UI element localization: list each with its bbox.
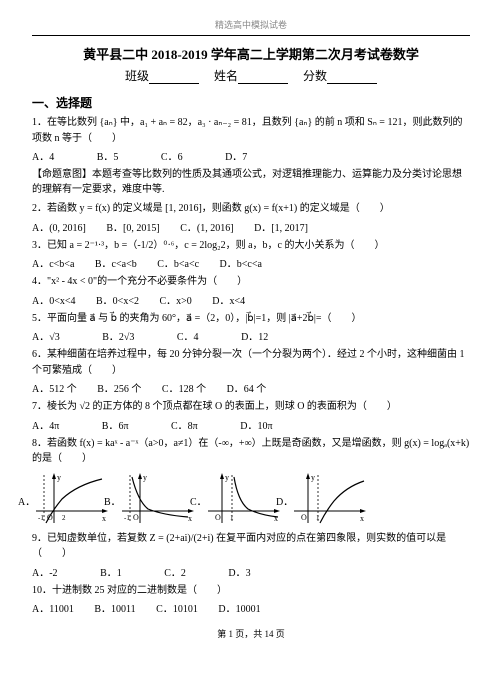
q8-a-label: A． xyxy=(18,493,35,508)
svg-text:O: O xyxy=(133,513,139,522)
q6-opts: A．512 个 B．256 个 C．128 个 D．64 个 xyxy=(32,380,470,395)
svg-text:y: y xyxy=(57,473,61,482)
q8-b-label: B． xyxy=(104,493,121,508)
q1-c: C．6 xyxy=(161,148,183,163)
class-label: 班级 xyxy=(125,69,149,83)
svg-text:x: x xyxy=(274,514,278,523)
q8-c-label: C． xyxy=(190,493,207,508)
q2-a: A．(0, 2016] xyxy=(32,219,86,234)
q5-d: D．12 xyxy=(241,328,268,343)
q6-a: A．512 个 xyxy=(32,380,77,395)
q10-text: 10．十进制数 25 对应的二进制数是（ ） xyxy=(32,583,470,599)
svg-text:y: y xyxy=(311,473,315,482)
q10-b: B．10011 xyxy=(94,600,135,615)
q10-a: A．11001 xyxy=(32,600,74,615)
svg-text:-1: -1 xyxy=(38,514,44,522)
q4-b: B．0<x<2 xyxy=(96,292,139,307)
svg-text:x: x xyxy=(102,514,106,523)
q4-opts: A．0<x<4 B．0<x<2 C．x>0 D．x<4 xyxy=(32,292,470,307)
q9-a: A．-2 xyxy=(32,564,58,579)
svg-text:O: O xyxy=(301,513,307,522)
q1-a: A．4 xyxy=(32,148,54,163)
q8-graph-b: B． y x O -1 xyxy=(118,471,198,527)
q6-c: C．128 个 xyxy=(162,380,206,395)
q5-opts: A．√3 B．2√3 C．4 D．12 xyxy=(32,328,470,343)
q7-c: C．8π xyxy=(171,417,198,432)
top-rule xyxy=(32,35,470,36)
watermark: 精选高中模拟试卷 xyxy=(32,18,470,31)
svg-text:y: y xyxy=(225,473,229,482)
q8-graphs: A． y x O -1 2 B． y xyxy=(32,471,470,527)
q6-b: B．256 个 xyxy=(97,380,141,395)
q7-d: D．10π xyxy=(240,417,272,432)
page-footer: 第 1 页，共 14 页 xyxy=(32,627,470,640)
svg-text:2: 2 xyxy=(62,514,66,522)
q8-text: 8．若函数 f(x) = kaˣ - a⁻ˣ（a>0，a≠1）在（-∞，+∞）上… xyxy=(32,436,470,467)
class-blank[interactable] xyxy=(149,72,199,84)
q6-d: D．64 个 xyxy=(227,380,267,395)
q3-opts: A．c<b<a B．c<a<b C．b<a<c D．b<c<a xyxy=(32,255,470,270)
q9-c: C．2 xyxy=(164,564,186,579)
q4-a: A．0<x<4 xyxy=(32,292,76,307)
q1-opts: A．4 B．5 C．6 D．7 xyxy=(32,148,470,163)
q2-text: 2．若函数 y = f(x) 的定义域是 [1, 2016]，则函数 g(x) … xyxy=(32,201,470,217)
name-label: 姓名 xyxy=(214,69,238,83)
score-blank[interactable] xyxy=(327,72,377,84)
exam-title: 黄平县二中 2018-2019 学年高二上学期第二次月考试卷数学 xyxy=(32,44,470,63)
q8-graph-d: D． y x O 1 xyxy=(290,471,370,527)
q3-text: 3．已知 a = 2⁻¹·³，b =（-1/2）⁰·⁶，c = 2log₂2，则… xyxy=(32,238,470,254)
q5-b: B．2√3 xyxy=(102,328,134,343)
q2-d: D．[1, 2017] xyxy=(254,219,308,234)
q4-text: 4．"x² - 4x < 0"的一个充分不必要条件为（ ） xyxy=(32,274,470,290)
section-1-heading: 一、选择题 xyxy=(32,94,470,111)
q3-d: D．b<c<a xyxy=(220,255,262,270)
q1-b: B．5 xyxy=(97,148,119,163)
fill-row: 班级 姓名 分数 xyxy=(32,67,470,84)
q3-b: B．c<a<b xyxy=(95,255,137,270)
score-label: 分数 xyxy=(303,69,327,83)
q3-a: A．c<b<a xyxy=(32,255,74,270)
q4-c: C．x>0 xyxy=(159,292,191,307)
q9-text: 9．已知虚数单位，若复数 Z = (2+ai)/(2+i) 在复平面内对应的点在… xyxy=(32,531,470,562)
svg-text:x: x xyxy=(188,514,192,523)
svg-text:-1: -1 xyxy=(124,514,130,522)
q5-text: 5．平面向量 a⃗ 与 b⃗ 的夹角为 60°，a⃗ =（2，0），|b⃗|=1… xyxy=(32,311,470,327)
svg-text:1: 1 xyxy=(230,514,234,522)
q10-d: D．10001 xyxy=(218,600,260,615)
q8-d-label: D． xyxy=(276,493,293,508)
q7-text: 7．棱长为 √2 的正方体的 8 个顶点都在球 O 的表面上，则球 O 的表面积… xyxy=(32,399,470,415)
q9-opts: A．-2 B．1 C．2 D．3 xyxy=(32,564,470,579)
q2-opts: A．(0, 2016] B．[0, 2015] C．(1, 2016] D．[1… xyxy=(32,219,470,234)
q2-c: C．(1, 2016] xyxy=(180,219,233,234)
svg-text:O: O xyxy=(47,513,53,522)
name-blank[interactable] xyxy=(238,72,288,84)
svg-text:1: 1 xyxy=(316,514,320,522)
q1-text: 1．在等比数列 {aₙ} 中，a₁ + aₙ = 82，a₃ · aₙ₋₂ = … xyxy=(32,115,470,146)
q6-text: 6．某种细菌在培养过程中，每 20 分钟分裂一次（一个分裂为两个）．经过 2 个… xyxy=(32,347,470,378)
q8-graph-c: C． y x O 1 xyxy=(204,471,284,527)
q10-c: C．10101 xyxy=(156,600,198,615)
q8-graph-a: A． y x O -1 2 xyxy=(32,471,112,527)
q7-opts: A．4π B．6π C．8π D．10π xyxy=(32,417,470,432)
q10-opts: A．11001 B．10011 C．10101 D．10001 xyxy=(32,600,470,615)
q1-note: 【命题意图】本题考查等比数列的性质及其通项公式，对逻辑推理能力、运算能力及分类讨… xyxy=(32,167,470,197)
q9-d: D．3 xyxy=(228,564,250,579)
q9-b: B．1 xyxy=(100,564,122,579)
q3-c: C．b<a<c xyxy=(157,255,199,270)
q5-c: C．4 xyxy=(177,328,199,343)
q1-d: D．7 xyxy=(225,148,247,163)
page: 精选高中模拟试卷 黄平县二中 2018-2019 学年高二上学期第二次月考试卷数… xyxy=(0,0,502,650)
q2-b: B．[0, 2015] xyxy=(106,219,159,234)
q7-a: A．4π xyxy=(32,417,59,432)
q5-a: A．√3 xyxy=(32,328,60,343)
q4-d: D．x<4 xyxy=(212,292,245,307)
svg-text:y: y xyxy=(143,473,147,482)
q7-b: B．6π xyxy=(102,417,129,432)
svg-text:O: O xyxy=(215,513,221,522)
svg-text:x: x xyxy=(360,514,364,523)
